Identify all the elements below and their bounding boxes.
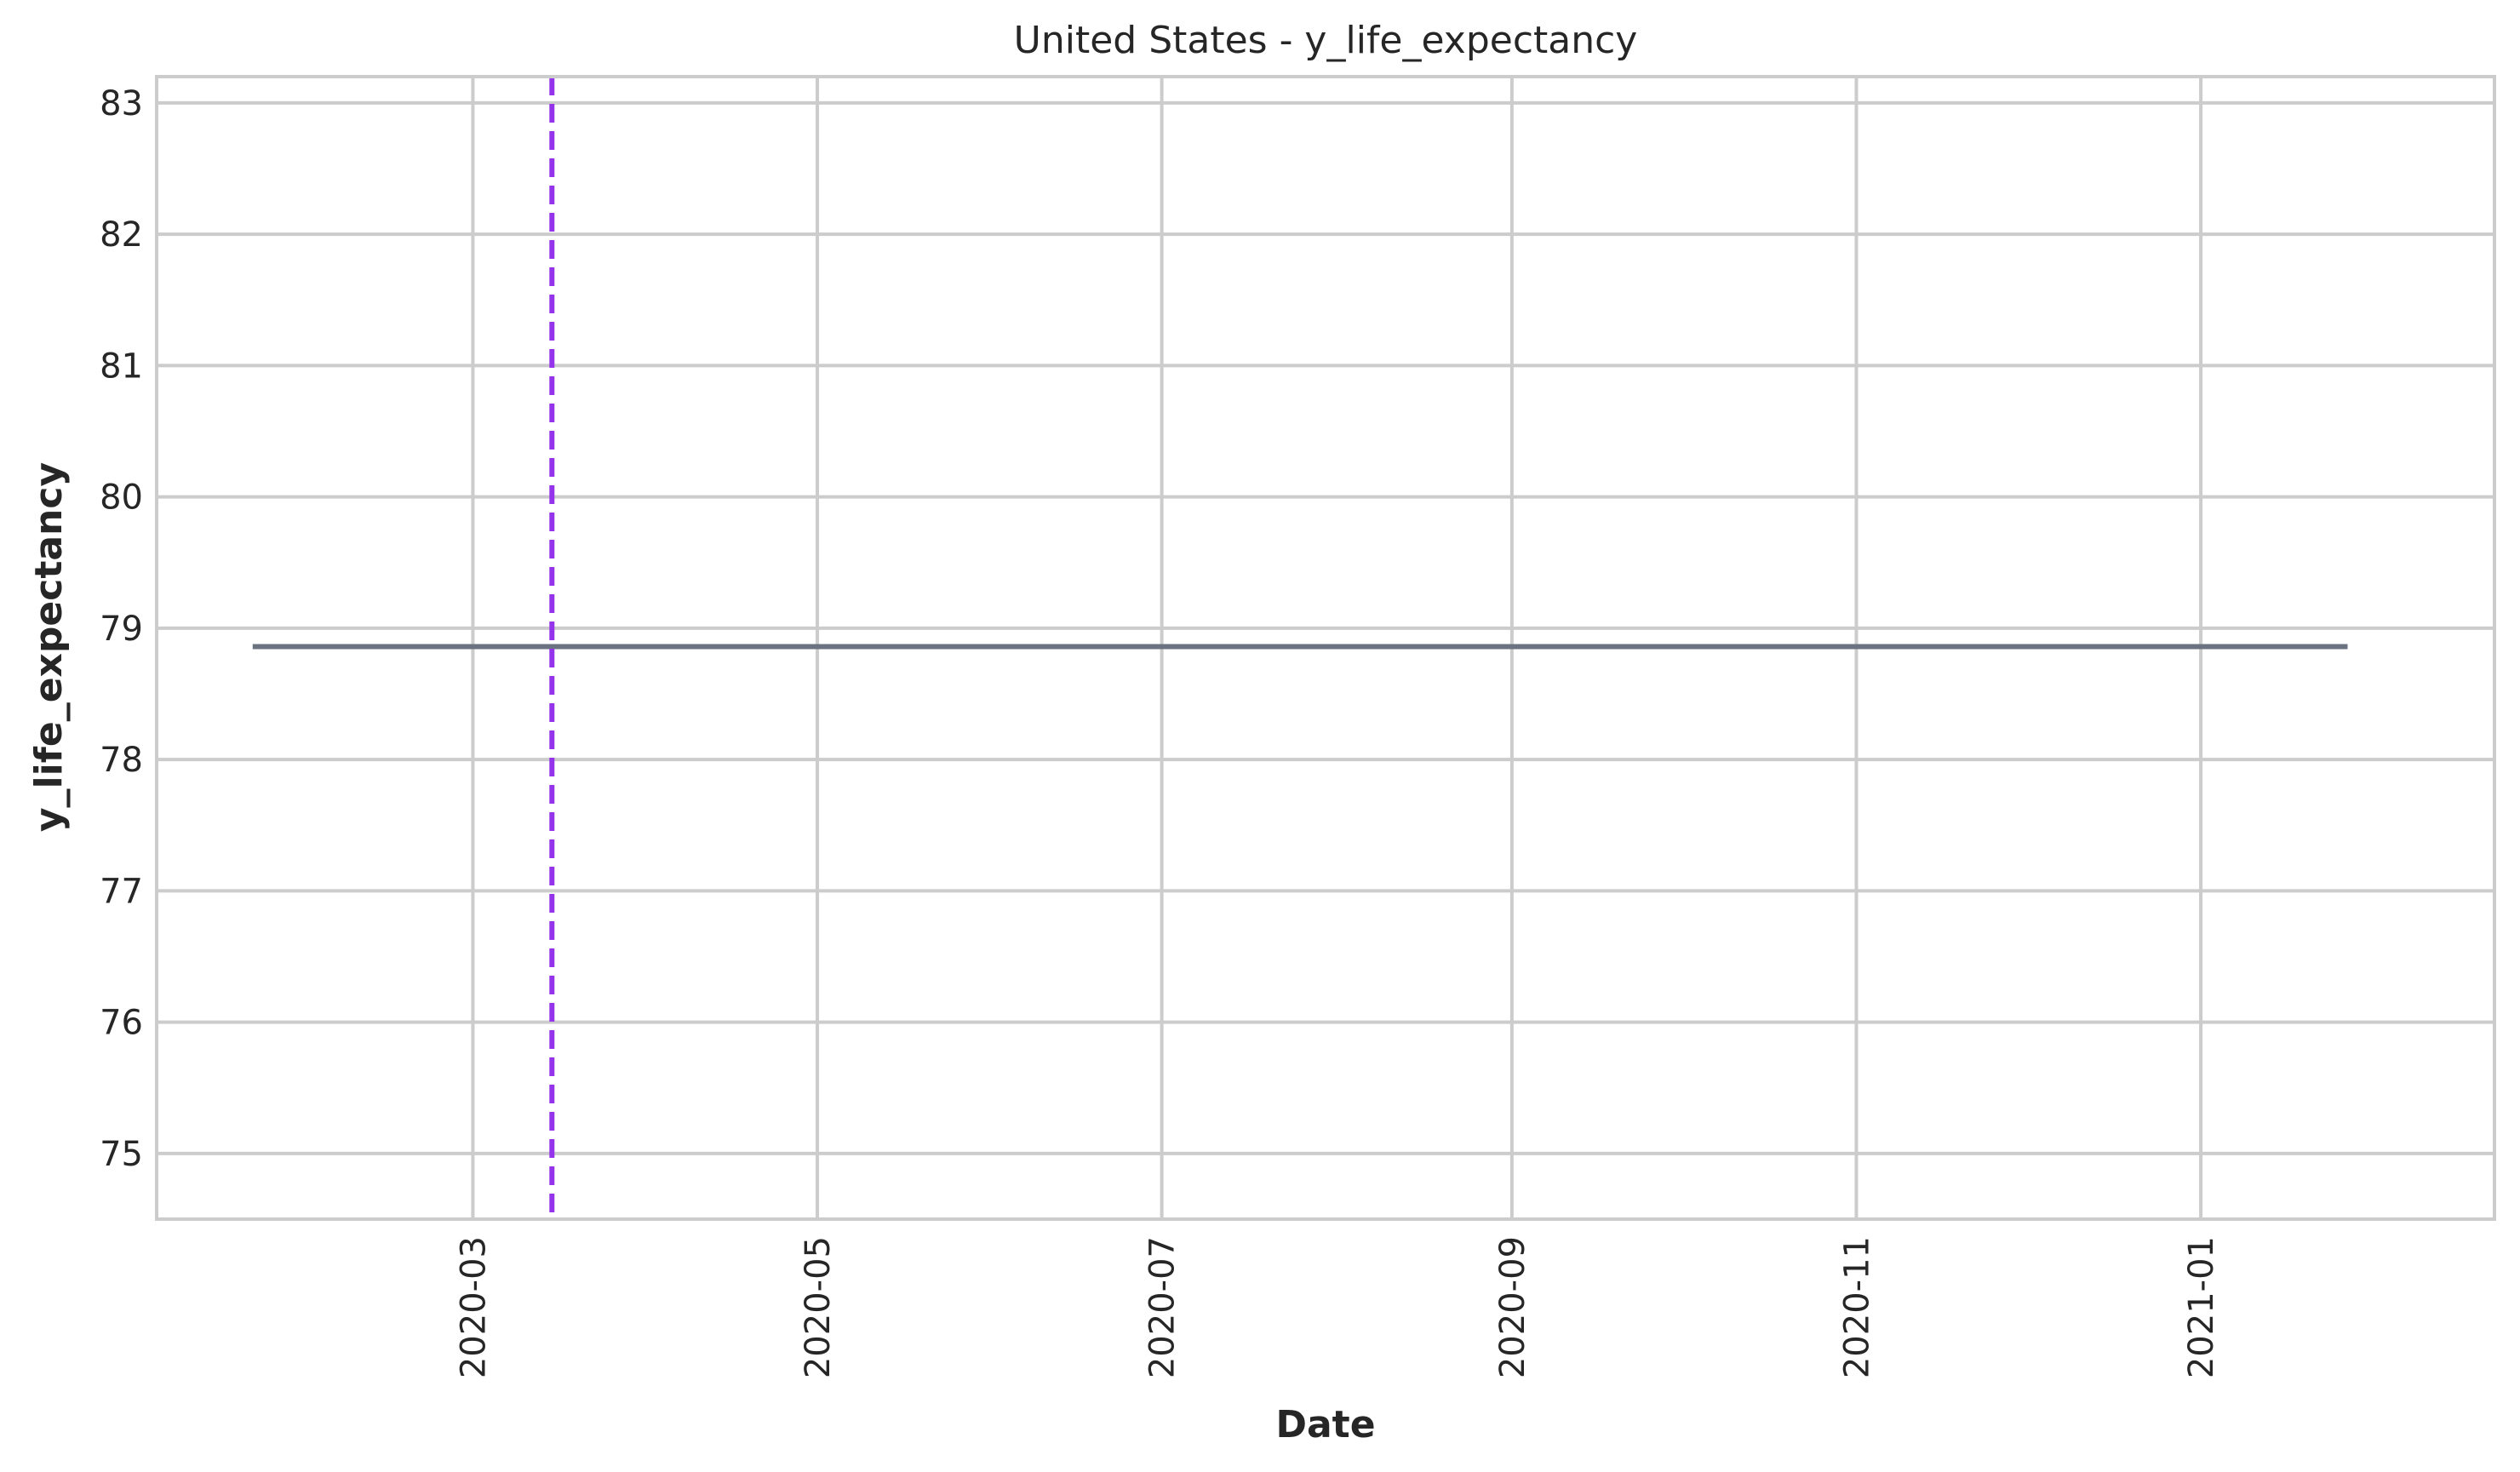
x-tick-label: 2020-03 [454, 1236, 493, 1378]
x-tick-labels: 2020-03 2020-05 2020-07 2020-09 2020-11 2021-… [454, 1236, 2221, 1378]
y-tick-label: 76 [100, 1004, 143, 1043]
x-tick-label: 2020-11 [1837, 1236, 1876, 1378]
y-tick-label: 83 [100, 84, 143, 123]
y-tick-label: 77 [100, 872, 143, 911]
y-tick-label: 82 [100, 215, 143, 255]
plot-frame [155, 75, 2496, 1221]
x-tick-label: 2020-05 [799, 1236, 838, 1378]
x-axis-label: Date [1275, 1403, 1375, 1446]
y-tick-labels: 75 76 77 78 79 80 81 82 83 [100, 84, 143, 1174]
y-tick-label: 75 [100, 1135, 143, 1174]
y-tick-label: 80 [100, 478, 143, 518]
y-tick-label: 81 [100, 347, 143, 386]
y-axis-label: y_life_expectancy [27, 462, 71, 832]
x-tick-label: 2021-01 [2182, 1236, 2221, 1378]
y-tick-label: 79 [100, 610, 143, 649]
y-tick-label: 78 [100, 741, 143, 780]
chart-title: United States - y_life_expectancy [1014, 19, 1638, 62]
x-tick-label: 2020-07 [1143, 1236, 1183, 1378]
x-tick-label: 2020-09 [1493, 1236, 1532, 1378]
